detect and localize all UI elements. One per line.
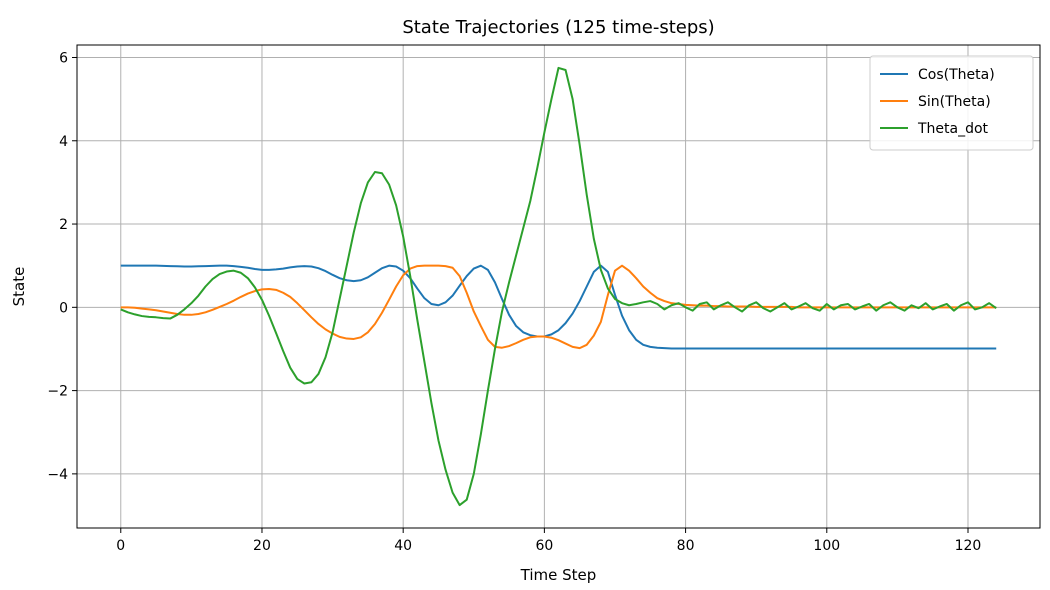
x-tick-label: 80 (677, 538, 695, 554)
legend-box (869, 55, 1034, 151)
legend: Cos(Theta) Sin(Theta) Theta_dot (869, 55, 1034, 151)
tick-layer: 0 20 40 60 80 100 120 −4 −2 0 2 4 6 (47, 50, 981, 554)
series-layer (120, 66, 997, 507)
x-axis-label: Time Step (520, 566, 597, 584)
y-tick-label: 0 (59, 300, 68, 316)
series-line-cos-theta (120, 264, 997, 350)
x-tick-label: 20 (253, 538, 271, 554)
y-tick-label: 2 (59, 217, 68, 233)
legend-label-theta-dot: Theta_dot (917, 121, 989, 137)
series-line-theta-dot (120, 66, 997, 507)
legend-label-sin-theta: Sin(Theta) (918, 94, 991, 110)
y-tick-label: 6 (59, 50, 68, 66)
y-tick-label: −4 (47, 467, 68, 483)
x-tick-label: 100 (813, 538, 840, 554)
chart-title: State Trajectories (125 time-steps) (402, 17, 714, 38)
x-tick-label: 120 (955, 538, 982, 554)
x-tick-label: 60 (535, 538, 553, 554)
plot-frame (76, 44, 1041, 529)
series-line-sin-theta (120, 264, 997, 350)
y-tick-label: 4 (59, 134, 68, 150)
x-tick-label: 40 (394, 538, 412, 554)
y-tick-label: −2 (47, 384, 68, 400)
y-axis-label: State (10, 267, 28, 307)
legend-label-cos-theta: Cos(Theta) (918, 67, 995, 83)
x-tick-label: 0 (116, 538, 125, 554)
